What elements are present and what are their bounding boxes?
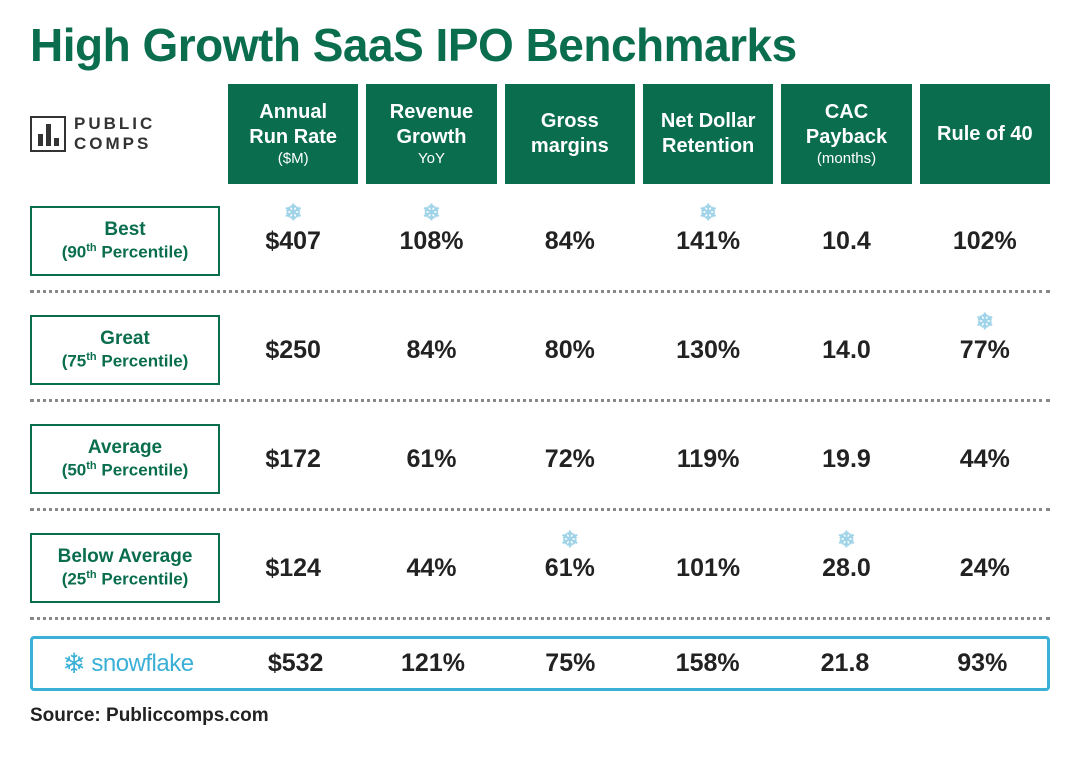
table-cell: ❄61% [505, 533, 635, 603]
row-label: Below Average(25th Percentile) [30, 533, 220, 603]
row-label: Great(75th Percentile) [30, 315, 220, 385]
table-cell: 101% [643, 533, 773, 603]
source-text: Source: Publiccomps.com [30, 705, 1050, 727]
table-cell: 72% [505, 424, 635, 494]
table-cell: 44% [920, 424, 1050, 494]
table-cell: 24% [920, 533, 1050, 603]
table-cell: 102% [920, 206, 1050, 276]
snowflake-icon: ❄ [561, 529, 579, 551]
row-separator [30, 399, 1050, 402]
table-cell: 84% [505, 206, 635, 276]
table-cell: 75% [506, 649, 635, 678]
table-cell: ❄77% [920, 315, 1050, 385]
publiccomps-logo: PUBLIC COMPS [30, 84, 220, 184]
snowflake-icon: ❄ [837, 529, 855, 551]
row-label-main: Great [100, 328, 150, 351]
table-cell: $532 [231, 649, 360, 678]
table-cell: 158% [643, 649, 772, 678]
table-cell: 14.0 [781, 315, 911, 385]
snowflake-icon: ❄ [62, 650, 85, 678]
table-cell: $124 [228, 533, 358, 603]
bar-chart-icon [30, 116, 66, 152]
snowflake-icon: ❄ [422, 202, 440, 224]
row-label-main: Best [104, 219, 145, 242]
col-head-gross-margins: Grossmargins [505, 84, 635, 184]
table-cell: ❄108% [366, 206, 496, 276]
table-cell: 19.9 [781, 424, 911, 494]
snowflake-icon: ❄ [976, 311, 994, 333]
table-cell: 61% [366, 424, 496, 494]
row-label-sub: (50th Percentile) [62, 460, 189, 481]
table-cell: ❄$407 [228, 206, 358, 276]
col-head-net-dollar-retention: Net DollarRetention [643, 84, 773, 184]
table-cell: 10.4 [781, 206, 911, 276]
page-title: High Growth SaaS IPO Benchmarks [30, 18, 1050, 72]
row-label-main: Below Average [58, 546, 193, 569]
table-cell: ❄141% [643, 206, 773, 276]
table-cell: $250 [228, 315, 358, 385]
table-cell: 121% [368, 649, 497, 678]
logo-text: PUBLIC COMPS [74, 114, 155, 153]
table-cell: 93% [918, 649, 1047, 678]
row-label-sub: (90th Percentile) [62, 242, 189, 263]
col-head-cac-payback: CACPayback(months) [781, 84, 911, 184]
col-head-annual-run-rate: AnnualRun Rate($M) [228, 84, 358, 184]
table-cell: $172 [228, 424, 358, 494]
benchmark-table: PUBLIC COMPS AnnualRun Rate($M) RevenueG… [30, 84, 1050, 691]
row-label-sub: (25th Percentile) [62, 569, 189, 590]
row-separator [30, 508, 1050, 511]
snowflake-icon: ❄ [699, 202, 717, 224]
table-cell: 21.8 [780, 649, 909, 678]
col-head-revenue-growth: RevenueGrowthYoY [366, 84, 496, 184]
row-label: Best(90th Percentile) [30, 206, 220, 276]
snowflake-icon: ❄ [284, 202, 302, 224]
snowflake-row: ❄snowflake $532 121% 75% 158% 21.8 93% [30, 636, 1050, 691]
row-label-main: Average [88, 437, 162, 460]
table-cell: ❄28.0 [781, 533, 911, 603]
row-label: Average(50th Percentile) [30, 424, 220, 494]
row-separator [30, 290, 1050, 293]
table-cell: 119% [643, 424, 773, 494]
table-cell: 84% [366, 315, 496, 385]
snowflake-label: ❄snowflake [33, 650, 223, 678]
row-label-sub: (75th Percentile) [62, 351, 189, 372]
table-cell: 44% [366, 533, 496, 603]
col-head-rule-of-40: Rule of 40 [920, 84, 1050, 184]
row-separator [30, 617, 1050, 620]
table-cell: 130% [643, 315, 773, 385]
table-cell: 80% [505, 315, 635, 385]
